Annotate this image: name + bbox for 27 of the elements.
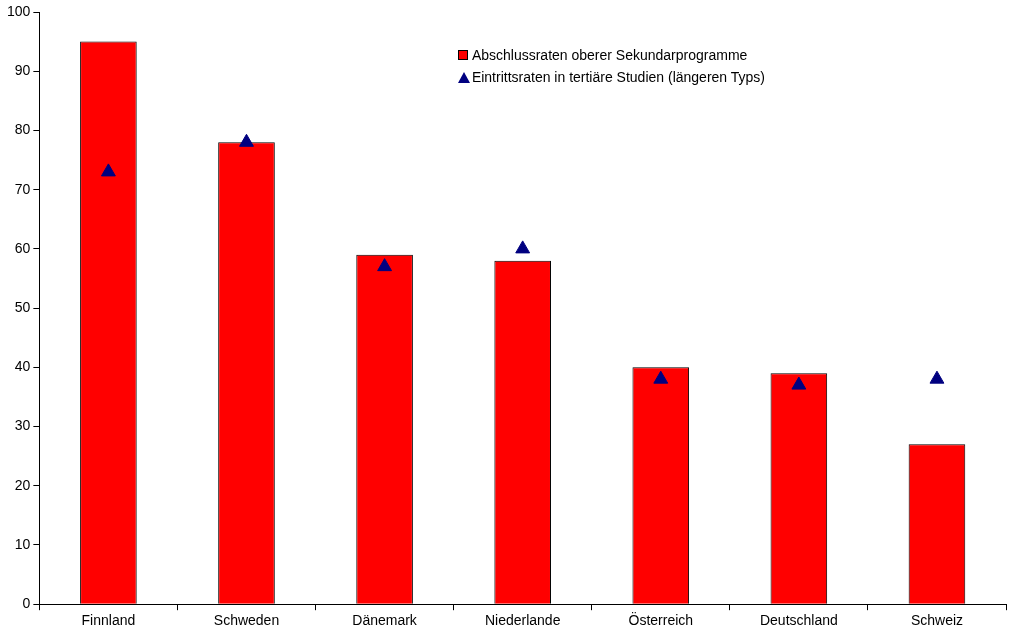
y-tick-label: 30: [14, 417, 31, 434]
y-tick-label: 20: [14, 476, 31, 493]
x-tick-label: Niederlande: [484, 612, 561, 629]
x-tick-label: Schweden: [213, 612, 280, 629]
point: [239, 133, 254, 147]
y-tick-label: 90: [14, 62, 31, 79]
point: [515, 240, 531, 254]
y-tick-label: 50: [14, 298, 31, 315]
y-tick-label: 100: [7, 2, 31, 19]
x-tick-label: Dänemark: [352, 612, 418, 629]
y-tick-label: 70: [14, 180, 31, 197]
x-tick-label: Finnland: [81, 612, 136, 629]
y-tick-label: 10: [14, 535, 31, 552]
point: [791, 376, 807, 390]
legend-label: Eintrittsraten in tertiäre Studien (längeren Typs): [471, 68, 765, 87]
y-tick-label: 40: [14, 358, 31, 375]
point: [653, 370, 669, 384]
legend-label: Abschlussraten oberer Sekundarprogramme: [471, 46, 748, 65]
x-tick-label: Schweiz: [910, 612, 964, 629]
y-tick-label: 60: [14, 239, 31, 256]
point: [100, 163, 116, 177]
x-tick-label: Österreich: [628, 611, 694, 629]
x-tick-label: Deutschland: [759, 612, 838, 629]
y-tick-label: 80: [14, 121, 31, 138]
point: [929, 370, 945, 384]
point: [377, 258, 393, 272]
y-tick-label: 0: [22, 595, 31, 612]
